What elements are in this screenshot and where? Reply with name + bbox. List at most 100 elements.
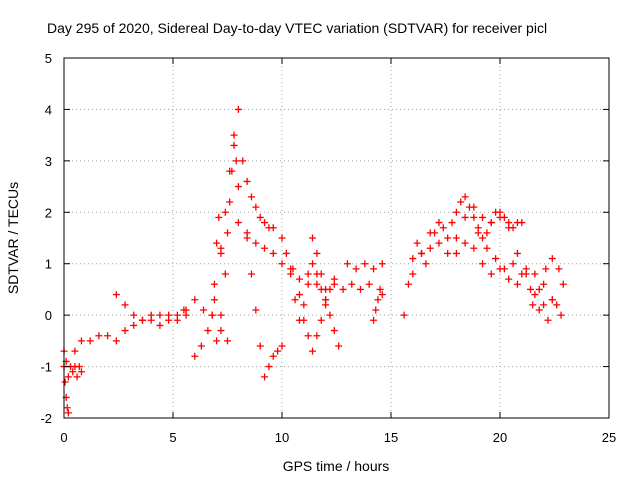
data-point <box>304 280 312 288</box>
data-point <box>304 270 312 278</box>
data-point <box>247 270 255 278</box>
y-tick-label: 0 <box>45 308 52 323</box>
data-point <box>239 157 247 165</box>
series-track-r <box>452 239 556 309</box>
data-point <box>444 249 452 257</box>
data-point <box>513 280 521 288</box>
data-point <box>112 291 120 299</box>
data-point <box>479 234 487 242</box>
data-point <box>535 306 543 314</box>
data-point <box>77 368 85 376</box>
data-point <box>553 301 561 309</box>
data-point <box>330 275 338 283</box>
data-point <box>413 239 421 247</box>
data-point <box>197 342 205 350</box>
series-track-i <box>234 219 373 293</box>
data-point <box>409 270 417 278</box>
data-point <box>470 244 478 252</box>
series-track-s <box>474 229 561 324</box>
series-track-t <box>529 255 567 309</box>
series-track-k <box>278 234 330 324</box>
data-point <box>156 321 164 329</box>
series-track-g <box>213 141 242 345</box>
data-point <box>224 229 231 237</box>
data-point <box>213 239 221 247</box>
data-point <box>409 255 417 263</box>
data-point <box>77 337 85 345</box>
data-point <box>309 347 317 355</box>
data-point <box>112 337 120 345</box>
data-point <box>339 285 347 293</box>
data-point <box>282 249 290 257</box>
data-point <box>330 327 338 335</box>
data-point <box>461 193 469 201</box>
data-point <box>370 265 378 273</box>
data-point <box>452 249 460 257</box>
data-point <box>130 321 138 329</box>
data-point <box>487 270 495 278</box>
y-tick-label: 4 <box>45 102 52 117</box>
series-track-m <box>289 265 338 355</box>
x-tick-label: 5 <box>169 430 176 445</box>
plot-frame <box>63 57 610 419</box>
data-point <box>435 239 443 247</box>
data-point <box>479 260 487 268</box>
data-point <box>370 316 378 324</box>
data-point <box>313 249 321 257</box>
data-point <box>309 260 317 268</box>
data-point <box>269 249 277 257</box>
data-point <box>529 301 537 309</box>
data-point <box>505 275 513 283</box>
data-point <box>274 347 282 355</box>
data-point <box>505 224 513 232</box>
data-point <box>121 327 129 335</box>
data-point <box>348 280 356 288</box>
data-point <box>287 270 295 278</box>
data-point <box>483 229 491 237</box>
data-point <box>544 316 552 324</box>
data-point <box>232 157 240 165</box>
data-point <box>252 239 260 247</box>
data-point <box>221 270 229 278</box>
y-tick-label: -2 <box>40 411 52 426</box>
data-point <box>531 291 539 299</box>
series-track-h <box>208 213 225 319</box>
data-point <box>313 332 321 340</box>
data-point <box>300 301 308 309</box>
data-point <box>289 265 297 273</box>
series-track-q <box>409 203 565 319</box>
series-track-n <box>343 260 386 273</box>
data-point <box>326 311 334 319</box>
data-points <box>60 105 567 417</box>
data-point <box>295 275 303 283</box>
data-point <box>356 285 364 293</box>
data-point <box>509 260 517 268</box>
data-point <box>374 296 382 304</box>
data-point <box>69 368 77 376</box>
y-tick-label: 3 <box>45 154 52 169</box>
data-point <box>213 337 221 345</box>
x-tick-label: 25 <box>602 430 616 445</box>
data-point <box>540 280 548 288</box>
data-point <box>422 260 430 268</box>
data-point <box>180 306 188 314</box>
data-point <box>555 265 563 273</box>
data-point <box>217 327 225 335</box>
data-point <box>531 270 539 278</box>
y-tick-label: 1 <box>45 257 52 272</box>
data-point <box>418 249 426 257</box>
series-track-a <box>60 347 85 381</box>
data-point <box>513 249 521 257</box>
data-point <box>234 219 242 227</box>
y-tick-label: 2 <box>45 205 52 220</box>
data-point <box>542 265 550 273</box>
data-point <box>278 342 286 350</box>
data-point <box>191 352 199 360</box>
data-point <box>234 105 242 113</box>
y-tick-label: 5 <box>45 51 52 66</box>
data-point <box>452 234 460 242</box>
series-track-c <box>71 311 190 355</box>
data-point <box>210 280 218 288</box>
data-point <box>295 291 303 299</box>
data-point <box>304 332 312 340</box>
